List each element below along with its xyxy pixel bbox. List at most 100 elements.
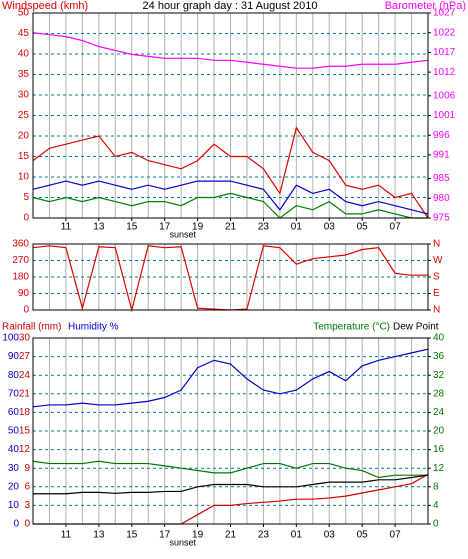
y-tick-label: 20 — [8, 481, 20, 492]
x-tick-label: 21 — [225, 530, 237, 541]
y-tick-label: 90 — [18, 288, 30, 299]
series-line — [32, 180, 429, 215]
y3-tick-label: 24 — [19, 370, 31, 381]
y-tick-label: 35 — [18, 69, 30, 80]
y3-tick-label: 9 — [24, 463, 30, 474]
y2-tick-label: 1027 — [433, 8, 456, 19]
y-tick-label: 15 — [18, 151, 30, 162]
y-tick-label: 10 — [18, 172, 30, 183]
y2-axis-label: Barometer (hPa) — [385, 0, 466, 12]
y2-tick-label: 1012 — [433, 67, 456, 78]
x-tick-label: 15 — [126, 530, 138, 541]
x-tick-label: 11 — [61, 222, 72, 233]
y2-tick-label: 1022 — [433, 27, 456, 38]
plot-frame — [32, 337, 429, 525]
y2-tick-label: S — [433, 272, 440, 283]
series-line — [32, 32, 429, 69]
y-tick-label: 40 — [18, 49, 30, 60]
y2-tick-label: 0 — [433, 519, 439, 530]
x-tick-label: 07 — [390, 530, 402, 541]
y2-tick-label: 20 — [433, 426, 445, 437]
y2-tick-label: 24 — [433, 407, 445, 418]
y2-tick-label: 28 — [433, 388, 445, 399]
y-tick-label: 0 — [23, 305, 29, 316]
x-tick-label: 05 — [357, 530, 369, 541]
y2-tick-label: 12 — [433, 463, 445, 474]
y-tick-label: 25 — [18, 110, 30, 121]
y-tick-label: 0 — [23, 213, 29, 224]
y2-tick-label: 16 — [433, 444, 445, 455]
y2-tick-label: 1001 — [433, 110, 456, 121]
y-tick-label: 5 — [23, 192, 29, 203]
y2-tick-label: N — [433, 305, 440, 316]
y3-tick-label: 0 — [24, 519, 30, 530]
y3-tick-label: 15 — [19, 426, 31, 437]
y-tick-label: 360 — [12, 239, 29, 250]
y-tick-label: 70 — [8, 388, 20, 399]
x-tick-label: 19 — [192, 530, 204, 541]
y-tick-label: 50 — [8, 426, 20, 437]
y3-tick-label: 27 — [19, 351, 31, 362]
y-tick-label: 60 — [8, 407, 20, 418]
y2-tick-label: 8 — [433, 481, 439, 492]
y2-tick-label: 1017 — [433, 47, 456, 58]
y-tick-label: 270 — [12, 255, 29, 266]
y3-tick-label: 30 — [19, 333, 31, 344]
y2-tick-label: 4 — [433, 500, 439, 511]
y2-tick-label: 985 — [433, 173, 450, 184]
x-tick-label: 05 — [357, 222, 369, 233]
y2-tick-label: 980 — [433, 193, 450, 204]
annotation: sunset — [170, 537, 197, 547]
y-tick-label: 45 — [18, 28, 30, 39]
series-line — [32, 126, 429, 219]
y-axis-label: Windspeed (kmh) — [2, 0, 88, 12]
plot-frame — [32, 12, 429, 219]
y2-tick-label: 32 — [433, 370, 445, 381]
legend-label: Humidity % — [68, 322, 119, 333]
y2-tick-label: 1006 — [433, 90, 456, 101]
x-tick-label: 13 — [93, 530, 105, 541]
y2-tick-label: 991 — [433, 150, 450, 161]
y-tick-label: 0 — [13, 519, 19, 530]
y-tick-label: 30 — [8, 463, 20, 474]
y2-tick-label: 36 — [433, 351, 445, 362]
x-tick-label: 23 — [258, 222, 270, 233]
y2-tick-label: N — [433, 239, 440, 250]
x-tick-label: 23 — [258, 530, 270, 541]
series-line — [32, 460, 428, 479]
y-tick-label: 90 — [8, 351, 20, 362]
series-line — [32, 192, 428, 219]
series-line — [33, 474, 429, 495]
y3-tick-label: 18 — [19, 407, 31, 418]
legend-label: Rainfall (mm) — [2, 322, 61, 333]
x-tick-label: 17 — [159, 222, 171, 233]
plot-frame — [32, 243, 429, 311]
x-tick-label: 01 — [291, 222, 303, 233]
y2-tick-label: 975 — [433, 213, 450, 224]
y2-tick-label: E — [433, 288, 440, 299]
annotation: sunset — [170, 229, 197, 239]
y-tick-label: 10 — [8, 500, 20, 511]
x-tick-label: 11 — [61, 530, 72, 541]
x-tick-label: 13 — [93, 222, 105, 233]
chart-title: 24 hour graph day : 31 August 2010 — [143, 0, 318, 12]
y2-tick-label: 996 — [433, 130, 450, 141]
y-tick-label: 50 — [18, 8, 30, 19]
y2-tick-label: W — [433, 255, 443, 266]
y3-tick-label: 21 — [19, 388, 31, 399]
x-tick-label: 21 — [225, 222, 237, 233]
x-tick-label: 19 — [192, 222, 204, 233]
series-line — [32, 348, 429, 408]
y2-tick-label: 40 — [433, 333, 445, 344]
x-tick-label: 15 — [126, 222, 138, 233]
y3-tick-label: 6 — [24, 481, 30, 492]
legend-label: Dew Point — [393, 322, 439, 333]
x-tick-label: 03 — [324, 222, 336, 233]
y-tick-label: 30 — [18, 90, 30, 101]
x-tick-label: 17 — [159, 530, 171, 541]
y-tick-label: 180 — [12, 272, 29, 283]
x-tick-label: 01 — [291, 530, 303, 541]
y3-tick-label: 3 — [24, 500, 30, 511]
x-tick-label: 03 — [324, 530, 336, 541]
y-tick-label: 100 — [2, 333, 19, 344]
